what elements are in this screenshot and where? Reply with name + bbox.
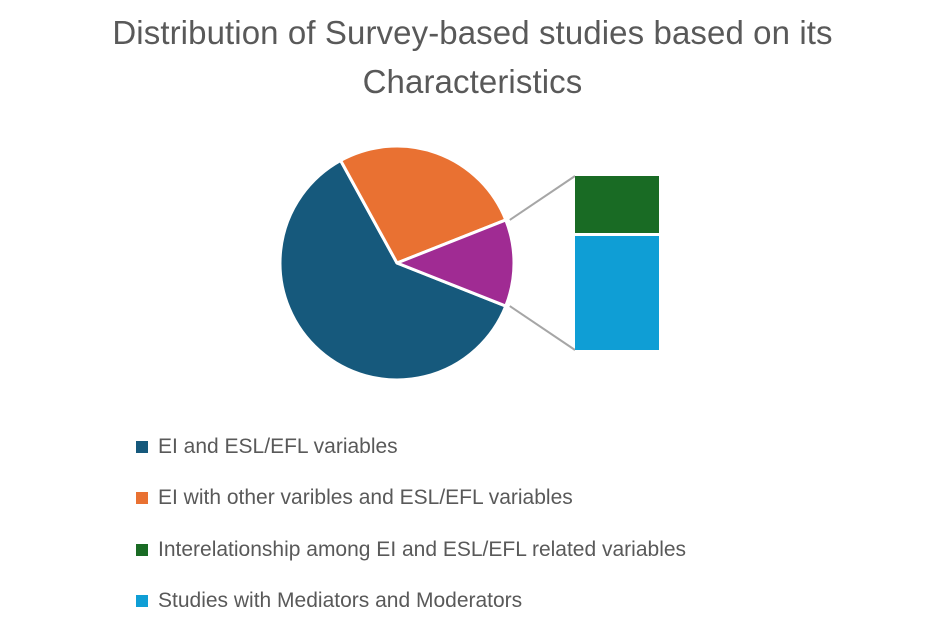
chart-legend: EI and ESL/EFL variables EI with other v…: [136, 421, 916, 627]
legend-swatch: [136, 441, 148, 453]
legend-item-interrelationship: Interelationship among EI and ESL/EFL re…: [136, 524, 916, 576]
legend-item-ei-other-variables: EI with other varibles and ESL/EFL varia…: [136, 473, 916, 525]
pie-chart: [280, 146, 514, 380]
legend-swatch: [136, 492, 148, 504]
connector-line-top: [510, 176, 575, 220]
legend-label: Interelationship among EI and ESL/EFL re…: [158, 538, 686, 562]
secondary-stacked-bar: [575, 176, 659, 350]
legend-item-ei-esl-efl: EI and ESL/EFL variables: [136, 421, 916, 473]
legend-label: Studies with Mediators and Moderators: [158, 589, 522, 613]
legend-swatch: [136, 544, 148, 556]
connector-line-bottom: [510, 306, 575, 350]
legend-item-mediators-moderators: Studies with Mediators and Moderators: [136, 576, 916, 627]
legend-label: EI and ESL/EFL variables: [158, 435, 398, 459]
bar-segment-studies-with-mediators-and-moderators: [575, 236, 659, 350]
legend-label: EI with other varibles and ESL/EFL varia…: [158, 486, 573, 510]
pie-to-bar-connectors: [510, 176, 575, 350]
bar-segment-interelationship-among-ei-and-esl-efl-related-variables: [575, 176, 659, 233]
legend-swatch: [136, 595, 148, 607]
